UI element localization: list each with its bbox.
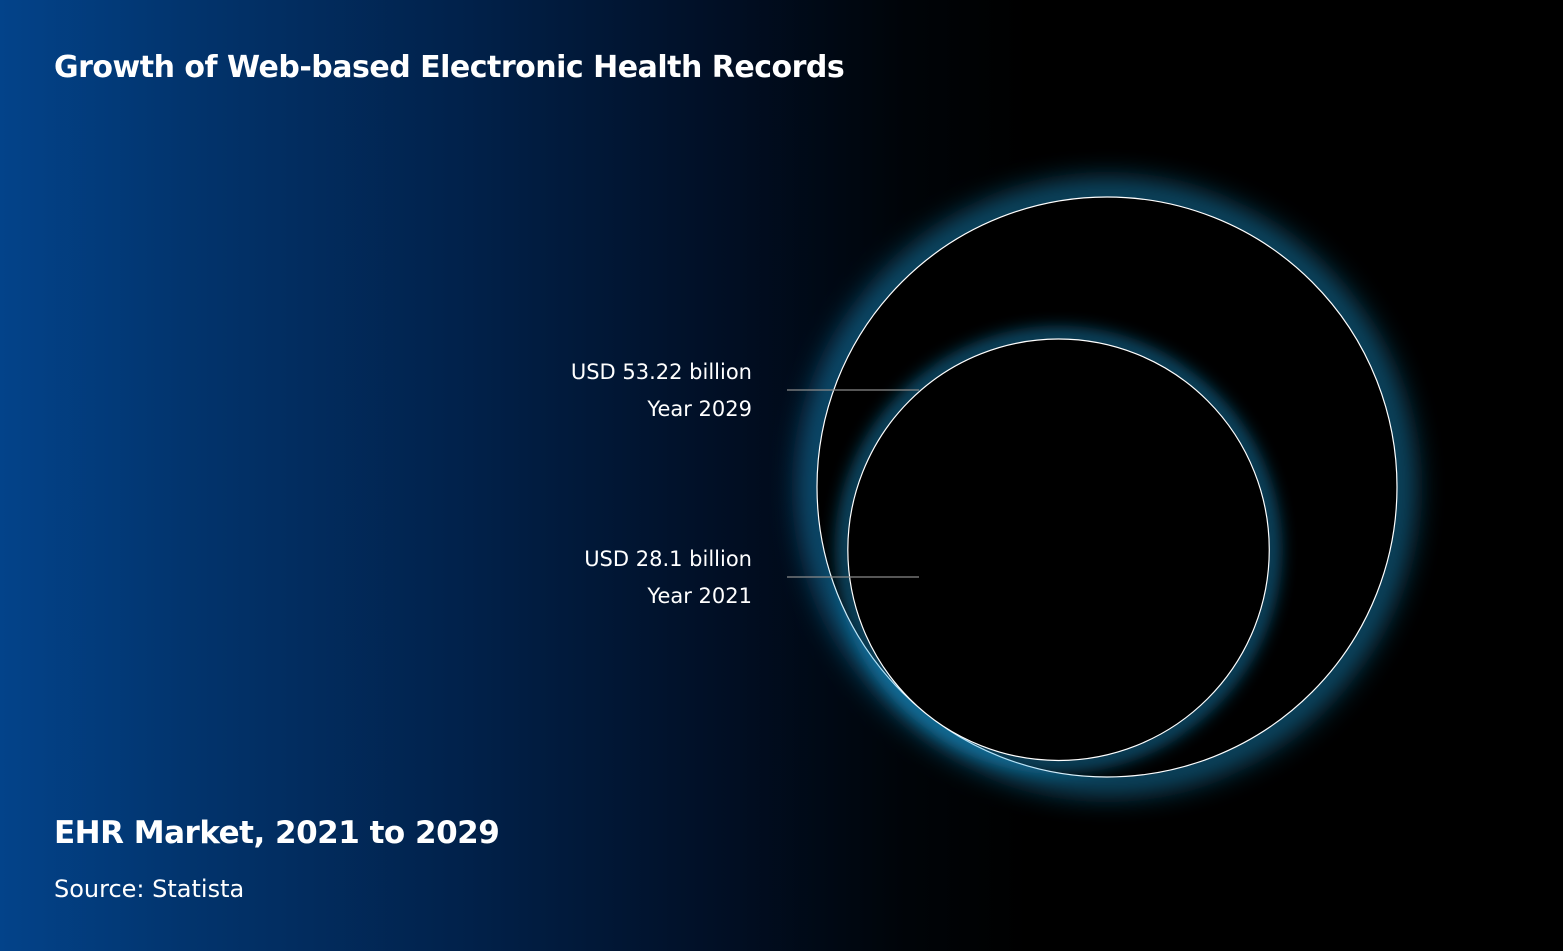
year-label-2029: Year 2029	[647, 397, 752, 421]
leader-lines	[787, 389, 919, 578]
value-label-2021: USD 28.1 billion	[584, 547, 752, 571]
bubble-glow-2021	[839, 331, 1278, 769]
source-note: Source: Statista	[54, 875, 245, 903]
bubble-label-2029: USD 53.22 billion Year 2029	[571, 354, 752, 428]
year-label-2021: Year 2021	[647, 584, 752, 608]
bubble-label-2021: USD 28.1 billion Year 2021	[584, 541, 752, 615]
bubble-glow-2029	[806, 186, 1408, 788]
chart-subtitle: EHR Market, 2021 to 2029	[54, 815, 500, 851]
bubbles-layer	[806, 186, 1408, 788]
chart-title: Growth of Web-based Electronic Health Re…	[54, 50, 845, 85]
bubble-2021	[847, 338, 1270, 762]
value-label-2029: USD 53.22 billion	[570, 360, 752, 384]
